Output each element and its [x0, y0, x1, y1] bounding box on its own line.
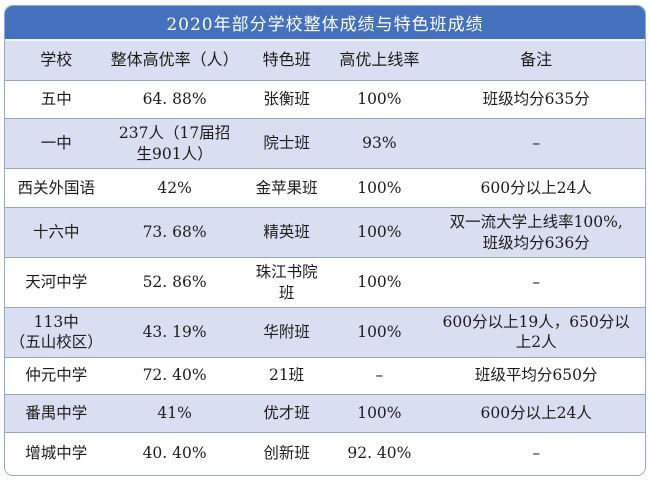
- column-header-remark: 备注: [427, 41, 645, 80]
- cell-overall-rate: 64. 88%: [107, 79, 242, 119]
- cell-online-rate: 100%: [331, 393, 428, 433]
- column-header-special-class: 特色班: [241, 41, 332, 80]
- cell-school: 仲元中学: [5, 357, 108, 395]
- cell-remark: 双一流大学上线率100%, 班级均分636分: [427, 207, 645, 258]
- cell-special-class: 张衡班: [241, 79, 332, 119]
- table-row: 十六中 73. 68% 精英班 100% 双一流大学上线率100%, 班级均分6…: [5, 207, 645, 258]
- cell-special-class: 精英班: [241, 207, 332, 258]
- cell-special-class: 创新班: [241, 431, 332, 475]
- cell-school: 113中 （五山校区）: [5, 306, 108, 358]
- cell-overall-rate: 52. 86%: [107, 257, 242, 308]
- school-results-table: 学校 整体高优率（人） 特色班 高优上线率 备注 五中 64. 88% 张衡班 …: [5, 41, 645, 475]
- table-row: 仲元中学 72. 40% 21班 – 班级平均分650分: [5, 357, 645, 395]
- results-table-card: 2020年部分学校整体成绩与特色班成绩 学校 整体高优率（人） 特色班 高优上线…: [4, 5, 646, 476]
- cell-remark: –: [427, 257, 645, 308]
- cell-online-rate: 100%: [331, 168, 428, 208]
- cell-remark: 班级均分635分: [427, 79, 645, 119]
- cell-school: 番禺中学: [5, 393, 108, 433]
- cell-school: 五中: [5, 79, 108, 119]
- cell-overall-rate: 43. 19%: [107, 306, 242, 358]
- cell-special-class: 21班: [241, 357, 332, 395]
- cell-online-rate: 92. 40%: [331, 431, 428, 475]
- cell-school: 增城中学: [5, 431, 108, 475]
- cell-remark: 班级平均分650分: [427, 357, 645, 395]
- cell-overall-rate: 237人（17届招 生901人）: [107, 118, 242, 169]
- cell-school: 一中: [5, 118, 108, 169]
- cell-overall-rate: 41%: [107, 393, 242, 433]
- table-area: 学校 整体高优率（人） 特色班 高优上线率 备注 五中 64. 88% 张衡班 …: [5, 41, 645, 475]
- cell-overall-rate: 42%: [107, 168, 242, 208]
- cell-special-class: 华附班: [241, 306, 332, 358]
- table-body: 五中 64. 88% 张衡班 100% 班级均分635分 一中 237人（17届…: [5, 79, 645, 475]
- table-title: 2020年部分学校整体成绩与特色班成绩: [5, 6, 645, 41]
- cell-overall-rate: 40. 40%: [107, 431, 242, 475]
- cell-special-class: 金苹果班: [241, 168, 332, 208]
- table-header: 学校 整体高优率（人） 特色班 高优上线率 备注: [5, 41, 645, 80]
- table-row: 番禺中学 41% 优才班 100% 600分以上24人: [5, 393, 645, 433]
- table-row: 天河中学 52. 86% 珠江书院 班 100% –: [5, 257, 645, 308]
- cell-online-rate: 100%: [331, 306, 428, 358]
- table-row: 113中 （五山校区） 43. 19% 华附班 100% 600分以上19人，6…: [5, 306, 645, 358]
- cell-overall-rate: 73. 68%: [107, 207, 242, 258]
- table-row: 五中 64. 88% 张衡班 100% 班级均分635分: [5, 79, 645, 119]
- column-header-overall-rate: 整体高优率（人）: [107, 41, 242, 80]
- cell-special-class: 珠江书院 班: [241, 257, 332, 308]
- cell-remark: 600分以上19人，650分以 上2人: [427, 306, 645, 358]
- table-row: 西关外国语 42% 金苹果班 100% 600分以上24人: [5, 168, 645, 208]
- cell-online-rate: 100%: [331, 257, 428, 308]
- header-row: 学校 整体高优率（人） 特色班 高优上线率 备注: [5, 41, 645, 80]
- cell-special-class: 优才班: [241, 393, 332, 433]
- cell-online-rate: 100%: [331, 79, 428, 119]
- cell-school: 西关外国语: [5, 168, 108, 208]
- cell-school: 十六中: [5, 207, 108, 258]
- cell-online-rate: –: [331, 357, 428, 395]
- cell-special-class: 院士班: [241, 118, 332, 169]
- table-row: 增城中学 40. 40% 创新班 92. 40% –: [5, 431, 645, 475]
- cell-online-rate: 93%: [331, 118, 428, 169]
- column-header-school: 学校: [5, 41, 108, 80]
- cell-overall-rate: 72. 40%: [107, 357, 242, 395]
- cell-remark: 600分以上24人: [427, 168, 645, 208]
- cell-remark: –: [427, 431, 645, 475]
- cell-school: 天河中学: [5, 257, 108, 308]
- cell-online-rate: 100%: [331, 207, 428, 258]
- cell-remark: –: [427, 118, 645, 169]
- column-header-online-rate: 高优上线率: [331, 41, 428, 80]
- cell-remark: 600分以上24人: [427, 393, 645, 433]
- table-row: 一中 237人（17届招 生901人） 院士班 93% –: [5, 118, 645, 169]
